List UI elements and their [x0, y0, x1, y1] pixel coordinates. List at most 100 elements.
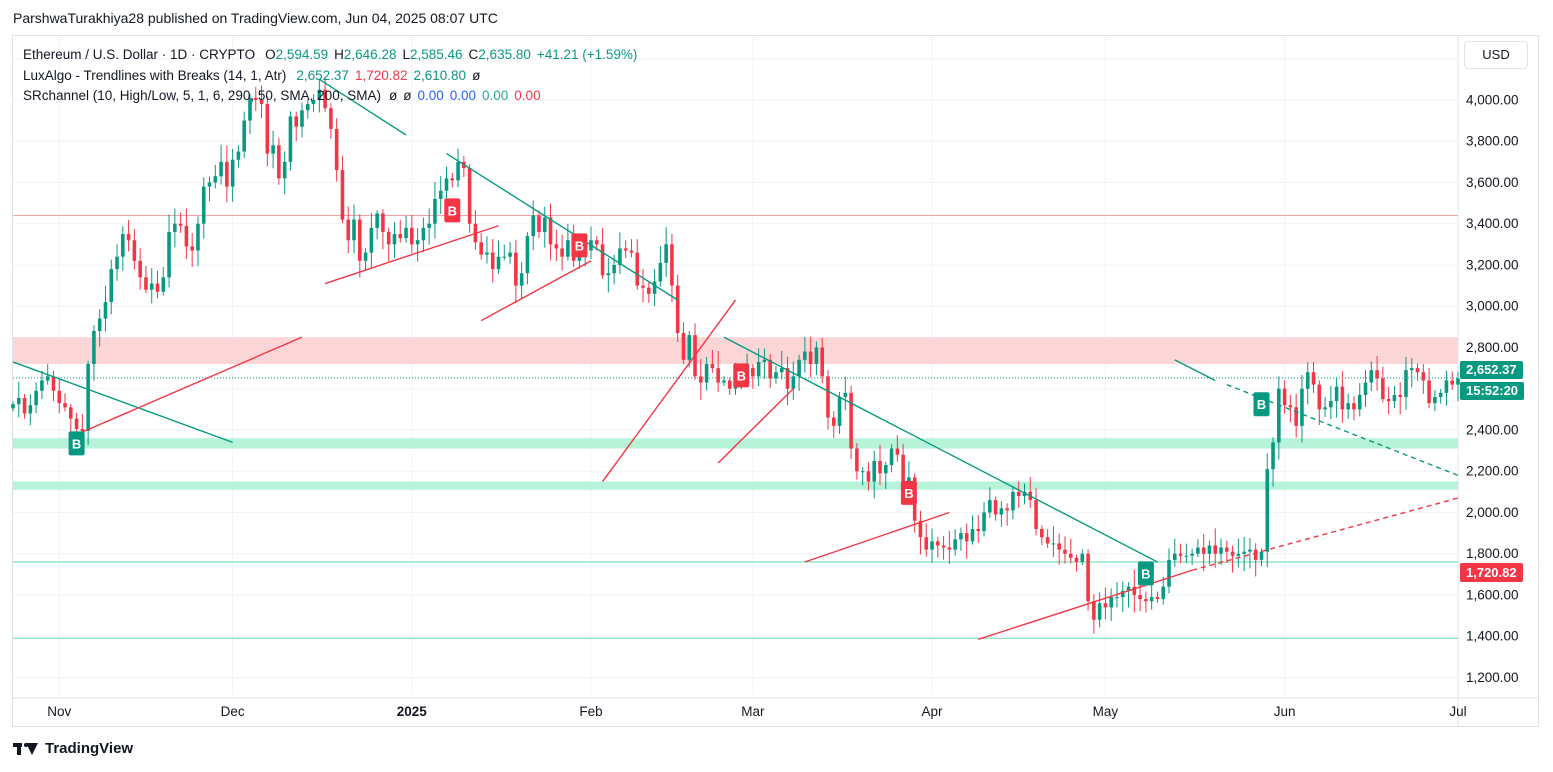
candle-body	[803, 351, 807, 360]
candle-body	[346, 219, 351, 241]
candle-body	[1040, 528, 1044, 538]
candle-body	[184, 225, 189, 247]
candle-body	[774, 372, 778, 379]
candle-body	[404, 227, 408, 239]
indicator2-value-4: 0.00	[449, 88, 477, 103]
candle-body	[363, 252, 368, 261]
candle-body	[271, 145, 275, 154]
candle-body	[1300, 388, 1304, 426]
y-tick-label: 1,600.00	[1466, 587, 1519, 602]
y-tick-label: 3,800.00	[1466, 134, 1519, 149]
candle-body	[959, 533, 963, 540]
candle-body	[600, 244, 605, 276]
candle-body	[230, 159, 235, 187]
break-marker: B	[68, 431, 85, 456]
candle-body	[28, 405, 33, 414]
candle-body	[277, 145, 281, 179]
legend-indicator1-row[interactable]: LuxAlgo - Trendlines with Breaks (14, 1,…	[23, 66, 637, 87]
candle-body	[831, 417, 836, 426]
candle-body	[531, 215, 535, 237]
candle-body	[282, 161, 287, 179]
candle-body	[623, 248, 628, 251]
chart-legend: Ethereum / U.S. Dollar · 1D · CRYPTO O2,…	[23, 45, 637, 107]
candle-body	[814, 347, 819, 364]
candle-body	[629, 250, 634, 253]
x-tick-label: Dec	[221, 704, 245, 719]
candle-body	[1201, 547, 1206, 554]
legend-indicator2-row[interactable]: SRchannel (10, High/Low, 5, 1, 6, 290, 5…	[23, 86, 637, 107]
candle-body	[1155, 597, 1160, 600]
candle-body	[386, 231, 391, 245]
trendline	[446, 152, 679, 301]
candle-body	[485, 252, 489, 255]
candle-body	[612, 264, 616, 274]
candle-body	[1172, 553, 1177, 560]
break-marker-box	[444, 198, 461, 223]
candle-body	[618, 248, 622, 265]
candle-body	[1329, 401, 1333, 408]
candle-body	[560, 248, 564, 257]
candle-body	[311, 99, 316, 105]
tradingview-logo-icon	[13, 742, 39, 756]
candle-body	[1242, 551, 1246, 554]
trendline	[12, 361, 233, 444]
candle-body	[895, 448, 900, 455]
candle-body	[132, 240, 137, 261]
candle-body	[1450, 380, 1455, 385]
candle-body	[97, 318, 102, 331]
break-marker-box	[571, 233, 588, 258]
candle-body	[265, 104, 270, 154]
candle-body	[1421, 372, 1426, 381]
open-label: O	[265, 47, 276, 62]
candle-body	[889, 448, 894, 466]
candle-body	[652, 281, 657, 294]
candle-body	[855, 448, 859, 472]
sr-zones	[13, 337, 1458, 490]
candle-body	[1011, 491, 1015, 511]
candle-body	[248, 97, 252, 121]
candle-body	[1092, 601, 1096, 620]
x-tick-label: Jul	[1449, 704, 1466, 719]
candle-body	[514, 252, 518, 286]
candle-body	[525, 236, 530, 274]
tradingview-logo[interactable]: TradingView	[13, 740, 133, 757]
indicator1-name[interactable]: LuxAlgo - Trendlines with Breaks (14, 1,…	[23, 67, 287, 83]
y-tick-label: 3,200.00	[1466, 257, 1519, 272]
candle-body	[225, 161, 229, 187]
candle-body	[1352, 403, 1356, 410]
candle-body	[1294, 407, 1298, 426]
candle-body	[1334, 386, 1339, 402]
candle-body	[1190, 553, 1194, 556]
candle-body	[1144, 599, 1148, 602]
trendline	[717, 388, 794, 464]
high-label: H	[334, 47, 344, 62]
candle-body	[849, 392, 853, 449]
candle-body	[1051, 543, 1056, 545]
candle-body	[727, 380, 732, 389]
candle-body	[190, 246, 194, 251]
candle-body	[699, 376, 703, 383]
projected-trendline	[1191, 497, 1459, 571]
break-marker-label: B	[904, 486, 913, 501]
candle-body	[207, 182, 212, 187]
legend-symbol-row[interactable]: Ethereum / U.S. Dollar · 1D · CRYPTO O2,…	[23, 45, 637, 66]
candle-body	[670, 244, 674, 286]
candle-body	[317, 89, 322, 100]
candle-body	[988, 500, 992, 513]
symbol-name[interactable]: Ethereum / U.S. Dollar · 1D · CRYPTO	[23, 47, 256, 62]
candle-body	[918, 520, 923, 538]
candle-body	[675, 285, 680, 334]
candle-body	[1086, 553, 1090, 602]
candle-body	[450, 178, 455, 181]
candle-body	[1057, 543, 1061, 550]
candle-body	[1265, 469, 1270, 552]
y-tick-label: 3,400.00	[1466, 216, 1519, 231]
tradingview-brand: TradingView	[45, 740, 134, 757]
candle-body	[51, 376, 56, 391]
trendline	[978, 569, 1193, 641]
indicator2-name[interactable]: SRchannel (10, High/Low, 5, 1, 6, 290, 5…	[23, 88, 381, 103]
candle-body	[993, 500, 998, 515]
currency-button[interactable]: USD	[1464, 41, 1528, 69]
candle-body	[444, 178, 449, 191]
